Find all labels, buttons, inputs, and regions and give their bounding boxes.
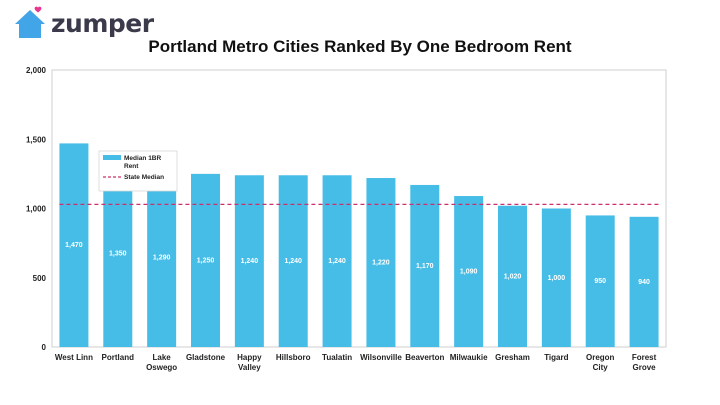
data-label: 950	[594, 278, 606, 285]
x-tick-label: Portland	[102, 353, 135, 362]
legend-label-state-median: State Median	[124, 174, 164, 181]
bar	[191, 173, 220, 347]
data-label: 1,220	[372, 260, 390, 267]
y-tick-label: 0	[42, 343, 47, 352]
x-tick-label: Gresham	[495, 353, 530, 362]
chart-title: Portland Metro Cities Ranked By One Bedr…	[148, 37, 572, 56]
bar	[585, 215, 615, 347]
data-label: 1,090	[460, 269, 478, 276]
legend-swatch-median-1br-rent	[103, 155, 121, 160]
x-tick-label: West Linn	[55, 353, 93, 362]
bar	[147, 168, 177, 347]
data-label: 1,240	[241, 258, 259, 265]
x-tick-label: Oregon City	[586, 353, 615, 372]
data-label: 1,170	[416, 263, 434, 270]
bar	[454, 196, 484, 347]
x-tick-label: Tualatin	[322, 353, 352, 362]
x-tick-label: Beaverton	[405, 353, 444, 362]
house-with-heart-icon	[15, 6, 45, 38]
legend: Median 1BR Rent State Median	[98, 150, 178, 192]
brand-name: zumper	[51, 8, 154, 38]
data-label: 940	[638, 279, 650, 286]
data-label: 1,000	[548, 275, 566, 282]
x-tick-label: Happy Valley	[237, 353, 262, 372]
data-label: 1,350	[109, 251, 127, 258]
x-tick-label: Hillsboro	[276, 353, 311, 362]
data-label: 1,290	[153, 255, 171, 262]
y-axis: 0 500 1,000 1,500 2,000	[26, 66, 47, 352]
zumper-logo: zumper	[12, 6, 154, 40]
x-axis: West Linn Portland Lake Oswego Gladstone Happ…	[55, 353, 657, 372]
bar	[410, 184, 440, 347]
y-tick-label: 1,500	[26, 135, 47, 144]
data-labels: 1,470 1,350 1,290 1,250 1,240 1,240 1,240 1,220…	[65, 242, 650, 286]
x-tick-label: Tigard	[544, 353, 568, 362]
data-label: 1,020	[504, 273, 522, 280]
bar	[541, 208, 571, 347]
x-tick-label: Gladstone	[186, 353, 226, 362]
legend-label-median-1br-rent: Median 1BR Rent	[124, 155, 162, 170]
x-tick-label: Milwaukie	[450, 353, 488, 362]
bar	[366, 178, 396, 347]
x-tick-label: Forest Grove	[632, 353, 657, 372]
data-label: 1,470	[65, 242, 83, 249]
data-label: 1,250	[197, 257, 215, 264]
y-tick-label: 500	[33, 274, 47, 283]
data-label: 1,240	[284, 258, 302, 265]
data-label: 1,240	[328, 258, 346, 265]
plot-area	[51, 69, 667, 348]
y-tick-label: 1,000	[26, 205, 47, 214]
bar	[59, 143, 89, 347]
x-tick-label: Lake Oswego	[146, 353, 177, 372]
y-tick-label: 2,000	[26, 66, 47, 75]
bar	[498, 205, 527, 347]
x-tick-label: Wilsonville	[360, 353, 402, 362]
bar	[629, 216, 659, 347]
